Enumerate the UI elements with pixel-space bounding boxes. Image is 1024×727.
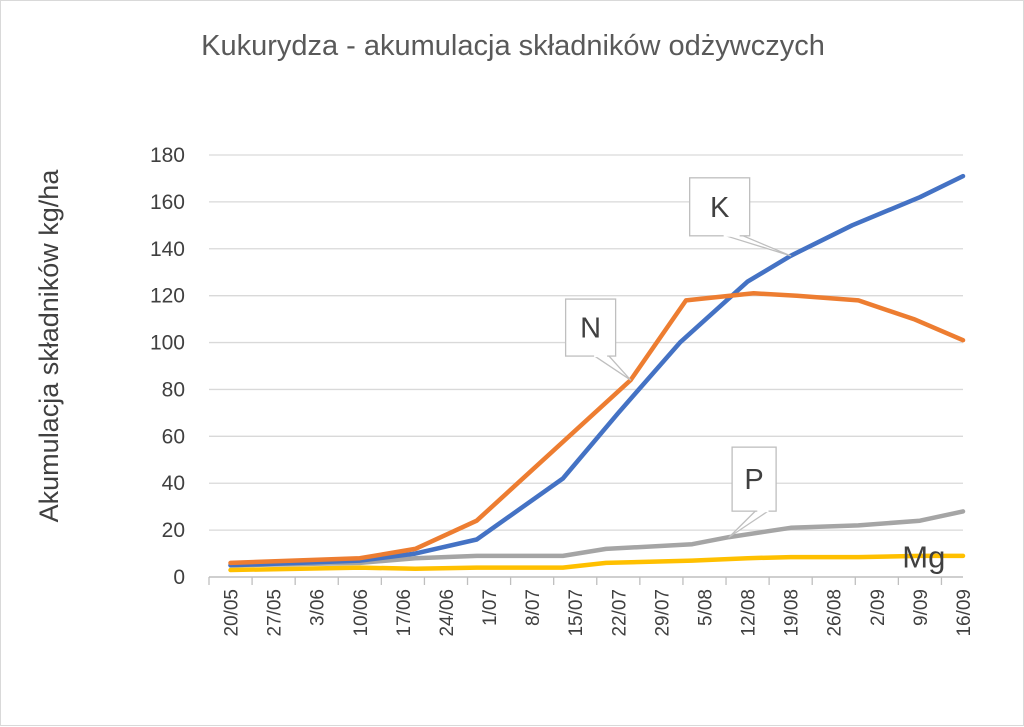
x-axis [208,576,963,585]
callout-pointer [592,354,632,381]
series-line-p [228,509,966,568]
y-tick-label: 60 [162,425,185,448]
x-tick-label: 3/06 [308,589,329,626]
callout-box [564,298,617,357]
callout-k: K [689,177,792,257]
x-tick-label: 29/07 [652,589,673,637]
y-axis: 0 20 40 60 80 100 120 140 160 180 [150,144,185,589]
y-tick-label: 180 [150,144,185,167]
callout-box [689,177,751,237]
series-line-n [228,291,966,566]
callout-label-k: K [710,192,730,224]
x-tick-label: 10/06 [351,589,372,637]
x-tick-label: 16/09 [954,589,975,637]
y-tick-label: 100 [150,332,185,355]
x-tick-label: 20/05 [222,589,243,637]
x-tick-label: 9/09 [911,589,932,626]
callout-box [731,446,777,512]
callout-p: P [728,446,777,538]
data-callouts: K N P Mg [564,177,945,575]
callout-label-p: P [744,464,763,496]
y-axis-label: Akumulacja składników kg/ha [34,169,64,523]
x-tick-label: 12/08 [739,589,760,637]
x-tick-label: 5/08 [695,589,716,626]
series-label-mg: Mg [902,540,945,575]
x-tick-label: 17/06 [394,589,415,637]
y-tick-label: 140 [150,238,185,261]
x-tick-label: 15/07 [566,589,587,637]
y-tick-label: 0 [173,566,185,589]
y-tick-label: 40 [162,472,185,495]
callout-label-n: N [580,313,601,345]
x-tick-label: 8/07 [523,589,544,626]
y-tick-label: 80 [162,378,185,401]
series-line-k [228,173,966,568]
x-tick-label: 19/08 [782,589,803,637]
chart-title: Kukurydza - akumulacja składników odżywc… [201,30,825,62]
x-axis-ticks: 20/05 27/05 3/06 10/06 17/06 24/06 1/07 8/07 15/… [222,589,975,637]
callout-pointer [722,234,792,257]
x-tick-label: 22/07 [609,589,630,637]
y-tick-label: 20 [162,519,185,542]
y-tick-label: 160 [150,191,185,214]
x-tick-label: 27/05 [265,589,286,637]
series-line-mg [228,553,966,573]
callout-n: N [564,298,632,381]
x-tick-label: 1/07 [480,589,501,626]
x-tick-label: 24/06 [437,589,458,637]
x-tick-label: 26/08 [825,589,846,637]
series-lines [228,173,966,573]
y-tick-label: 120 [150,285,185,308]
x-tick-label: 2/09 [868,589,889,626]
